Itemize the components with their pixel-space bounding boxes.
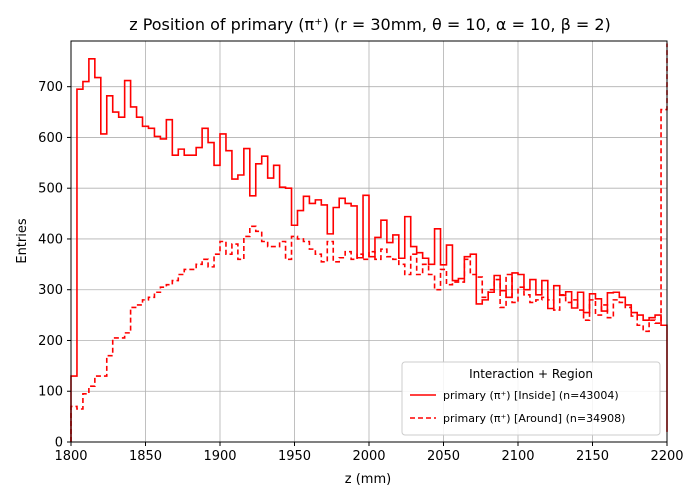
- legend-title: Interaction + Region: [469, 367, 593, 381]
- x-axis-ticks: 1800 1850 1900 1950 2000 2050 2100 2150 2200: [54, 442, 684, 464]
- legend-box: [401, 361, 661, 436]
- y-tick-label: 600: [38, 131, 63, 146]
- y-tick-label: 400: [38, 232, 63, 247]
- series-layer: [70, 43, 668, 442]
- chart-title: z Position of primary (π⁺) (r = 30mm, θ …: [129, 15, 611, 34]
- legend-label-inside: primary (π⁺) [Inside] (n=43004): [443, 389, 619, 402]
- legend-label-around: primary (π⁺) [Around] (n=34908): [443, 412, 625, 425]
- y-axis-ticks: 0 100 200 300 400 500 600 700: [38, 80, 71, 451]
- y-tick-label: 100: [38, 385, 63, 400]
- series-around-step-line: [70, 43, 668, 442]
- x-tick-label: 2050: [427, 449, 460, 464]
- x-tick-label: 1850: [129, 449, 162, 464]
- x-tick-label: 1900: [203, 449, 236, 464]
- y-tick-label: 200: [38, 334, 63, 349]
- x-axis-label: z (mm): [345, 472, 391, 487]
- y-tick-label: 500: [38, 182, 63, 197]
- x-tick-label: 2100: [501, 449, 534, 464]
- x-tick-label: 1950: [278, 449, 311, 464]
- x-tick-label: 2150: [576, 449, 609, 464]
- legend: Interaction + Region primary (π⁺) [Insid…: [401, 361, 661, 436]
- x-tick-label: 2000: [352, 449, 385, 464]
- y-tick-label: 300: [38, 283, 63, 298]
- y-tick-label: 0: [55, 436, 63, 451]
- y-axis-label: Entries: [15, 218, 30, 264]
- x-tick-label: 1800: [54, 449, 87, 464]
- y-tick-label: 700: [38, 80, 63, 95]
- x-tick-label: 2200: [650, 449, 683, 464]
